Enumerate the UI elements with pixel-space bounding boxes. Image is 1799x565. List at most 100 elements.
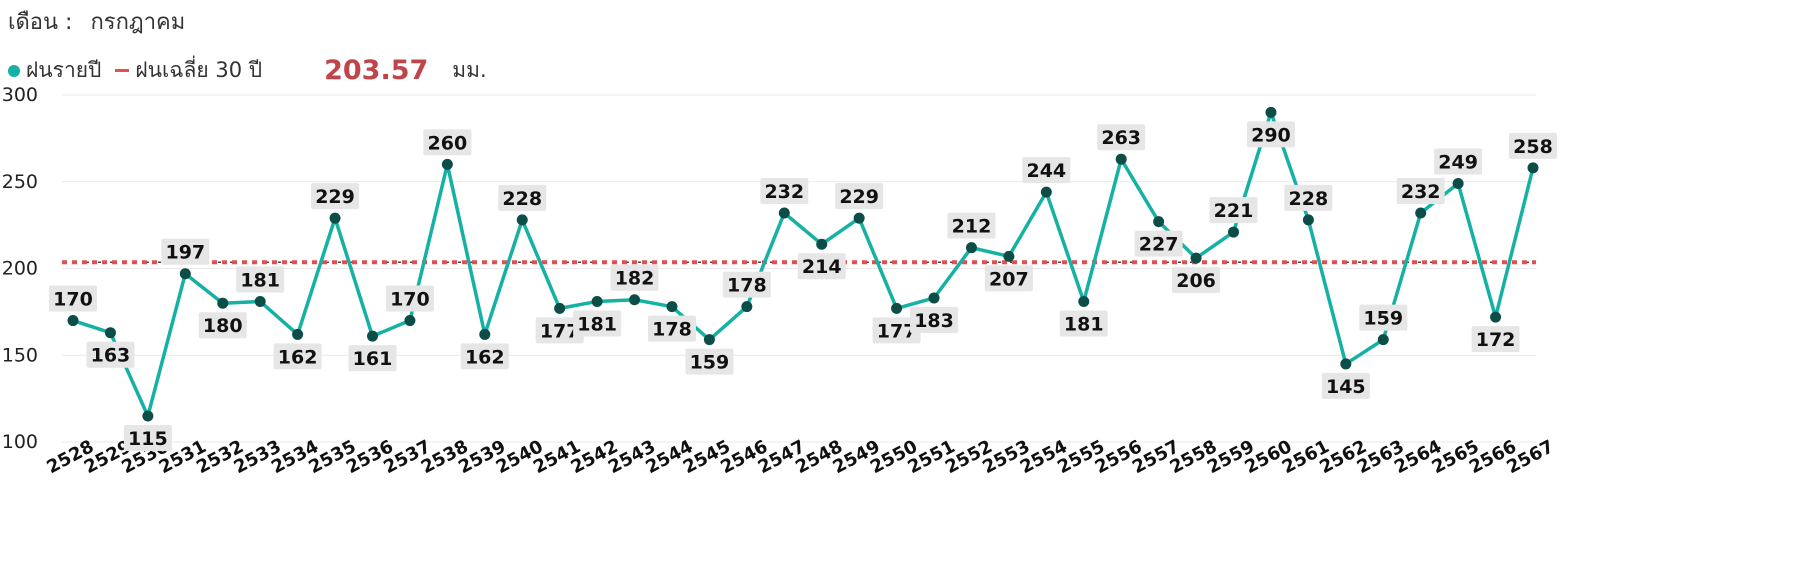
y-axis: 100 150 200 250 300 (2, 84, 38, 453)
data-label: 178 (652, 319, 692, 341)
data-label: 249 (1438, 151, 1478, 173)
data-point (516, 214, 528, 226)
data-label: 180 (203, 315, 243, 337)
data-label-box (1059, 310, 1108, 337)
data-point (1490, 311, 1502, 323)
average-unit: มม. (452, 58, 487, 82)
data-label: 244 (1026, 160, 1066, 182)
data-point (1190, 252, 1202, 264)
data-point (366, 330, 378, 342)
data-label: 181 (240, 269, 280, 291)
data-label: 161 (353, 348, 393, 370)
data-point (778, 207, 790, 219)
data-label-box (348, 345, 397, 372)
data-point (666, 301, 678, 313)
data-label-box (910, 306, 959, 333)
data-label: 145 (1326, 376, 1366, 398)
data-label: 177 (877, 320, 917, 342)
data-label: 172 (1476, 329, 1516, 351)
data-label-box (1209, 197, 1258, 224)
data-point (1078, 295, 1090, 307)
data-label-box (1396, 177, 1445, 204)
data-label-box (1134, 230, 1183, 257)
data-labels: 170 163 115 197 180 181 162 229 161 170 260 162 228 1… (49, 121, 1557, 451)
data-point (1040, 186, 1052, 198)
data-label: 183 (914, 310, 954, 332)
data-point (891, 302, 903, 314)
data-point (1340, 358, 1352, 370)
data-point (554, 302, 566, 314)
data-label: 212 (952, 216, 992, 238)
month-label: เดือน : (8, 10, 73, 35)
data-label: 232 (764, 181, 804, 203)
data-label-box (1359, 304, 1408, 331)
data-point (965, 242, 977, 254)
data-label: 162 (465, 346, 505, 368)
data-label-box (273, 343, 322, 370)
data-label-box (872, 317, 921, 344)
data-label-box (123, 424, 172, 451)
data-label: 170 (53, 289, 93, 311)
data-point (104, 327, 116, 339)
data-label-box (1022, 157, 1071, 184)
data-label: 181 (1064, 313, 1104, 335)
annual-rain-series (67, 106, 1539, 422)
y-tick-label: 200 (2, 258, 38, 280)
data-label: 178 (727, 275, 767, 297)
data-label: 260 (428, 132, 468, 154)
average-legend-label: ฝนเฉลี่ย 30 ปี (135, 58, 263, 82)
data-label-box (984, 265, 1033, 292)
data-point (1265, 106, 1277, 118)
y-tick-label: 150 (2, 344, 38, 366)
data-label: 115 (128, 428, 168, 450)
y-tick-label: 300 (2, 84, 38, 106)
data-point (703, 334, 715, 346)
data-label-box (1321, 372, 1370, 399)
data-point (329, 212, 341, 224)
data-label: 227 (1139, 234, 1179, 256)
data-label-box (423, 129, 472, 156)
data-point (816, 238, 828, 250)
data-label-box (1284, 184, 1333, 211)
data-label-box (1509, 132, 1557, 159)
data-point (1115, 153, 1127, 165)
data-point (741, 301, 753, 313)
data-label: 159 (690, 352, 730, 374)
y-tick-label: 250 (2, 171, 38, 193)
data-label-box (1097, 124, 1146, 151)
data-point (1302, 214, 1314, 226)
data-point (1415, 207, 1427, 219)
data-label-box (385, 285, 434, 312)
data-label-box (535, 317, 584, 344)
data-point (441, 158, 453, 170)
data-label-box (647, 315, 696, 342)
data-point (629, 294, 641, 306)
data-label: 221 (1214, 200, 1254, 222)
data-point (853, 212, 865, 224)
data-point (1377, 334, 1389, 346)
month-header: เดือน : กรกฎาคม (8, 4, 185, 39)
data-point (292, 328, 304, 340)
data-point (1003, 250, 1015, 262)
data-label: 162 (278, 346, 318, 368)
data-label-box (1434, 148, 1483, 175)
data-label: 197 (165, 242, 205, 264)
data-label-box (498, 184, 547, 211)
data-label-box (86, 341, 135, 368)
data-label: 177 (540, 320, 580, 342)
data-point (67, 315, 79, 327)
data-label: 163 (91, 345, 131, 367)
data-label: 228 (502, 188, 542, 210)
data-label-box (685, 348, 734, 375)
data-label: 290 (1251, 124, 1291, 146)
data-point (179, 268, 191, 280)
data-label-box (610, 264, 659, 291)
average-legend-dash (115, 69, 130, 72)
data-label-box (760, 177, 809, 204)
data-label: 181 (577, 313, 617, 335)
data-point (479, 328, 491, 340)
annual-rain-legend-dot (8, 64, 20, 77)
data-point (928, 292, 940, 304)
data-label-box (573, 310, 622, 337)
data-point (142, 410, 154, 422)
